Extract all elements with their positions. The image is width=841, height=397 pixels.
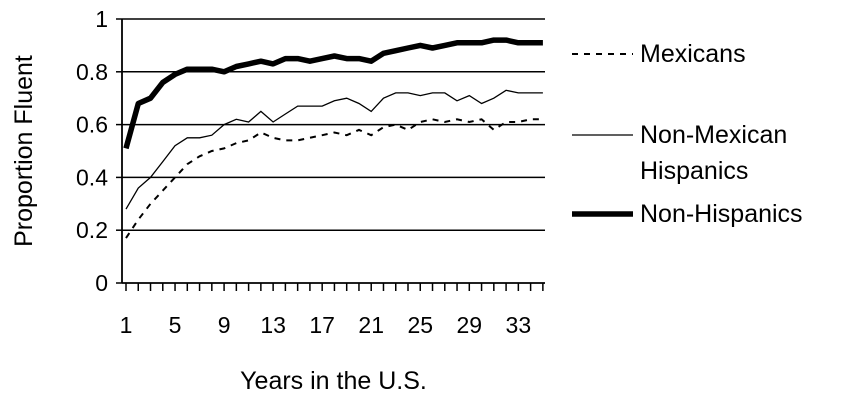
x-tick-label: 17 (309, 312, 335, 338)
axes (116, 18, 545, 291)
x-tick-label: 21 (358, 312, 384, 338)
x-tick-label: 25 (407, 312, 433, 338)
y-tick-label: 0.4 (76, 164, 108, 190)
legend-label-line: Hispanics (640, 157, 748, 185)
series-line-non-mexican-hispanics (125, 89, 543, 210)
series-line-non-hispanics (123, 37, 543, 150)
x-axis-title: Years in the U.S. (240, 367, 427, 395)
legend: Mexicans Non-Mexican Hispanics Non-Hispan… (572, 40, 803, 228)
y-tick-label: 1 (95, 6, 108, 32)
y-tick-label: 0.6 (76, 112, 108, 138)
x-tick-label: 29 (457, 312, 483, 338)
y-tick-label: 0 (95, 270, 108, 296)
y-axis-title: Proportion Fluent (10, 55, 38, 247)
legend-label-line: Non-Mexican (640, 121, 787, 149)
series-lines (123, 37, 543, 239)
gridlines (122, 18, 545, 231)
x-tick-label: 33 (506, 312, 532, 338)
x-tick-label: 13 (260, 312, 286, 338)
x-axis-tick-labels: 1 5 9 13 17 21 25 29 33 (120, 312, 532, 338)
x-tick-label: 5 (169, 312, 182, 338)
x-tick-label: 9 (218, 312, 231, 338)
y-axis-tick-labels: 0 0.2 0.4 0.6 0.8 1 (76, 6, 108, 296)
legend-label-mexicans: Mexicans (640, 40, 746, 68)
y-tick-label: 0.8 (76, 59, 108, 85)
y-tick-label: 0.2 (76, 217, 108, 243)
legend-label-non-mexican-hispanics: Non-Mexican Hispanics (640, 121, 787, 185)
x-tick-label: 1 (120, 312, 133, 338)
series-line-mexicans (125, 118, 543, 239)
legend-label-non-hispanics: Non-Hispanics (640, 200, 803, 228)
